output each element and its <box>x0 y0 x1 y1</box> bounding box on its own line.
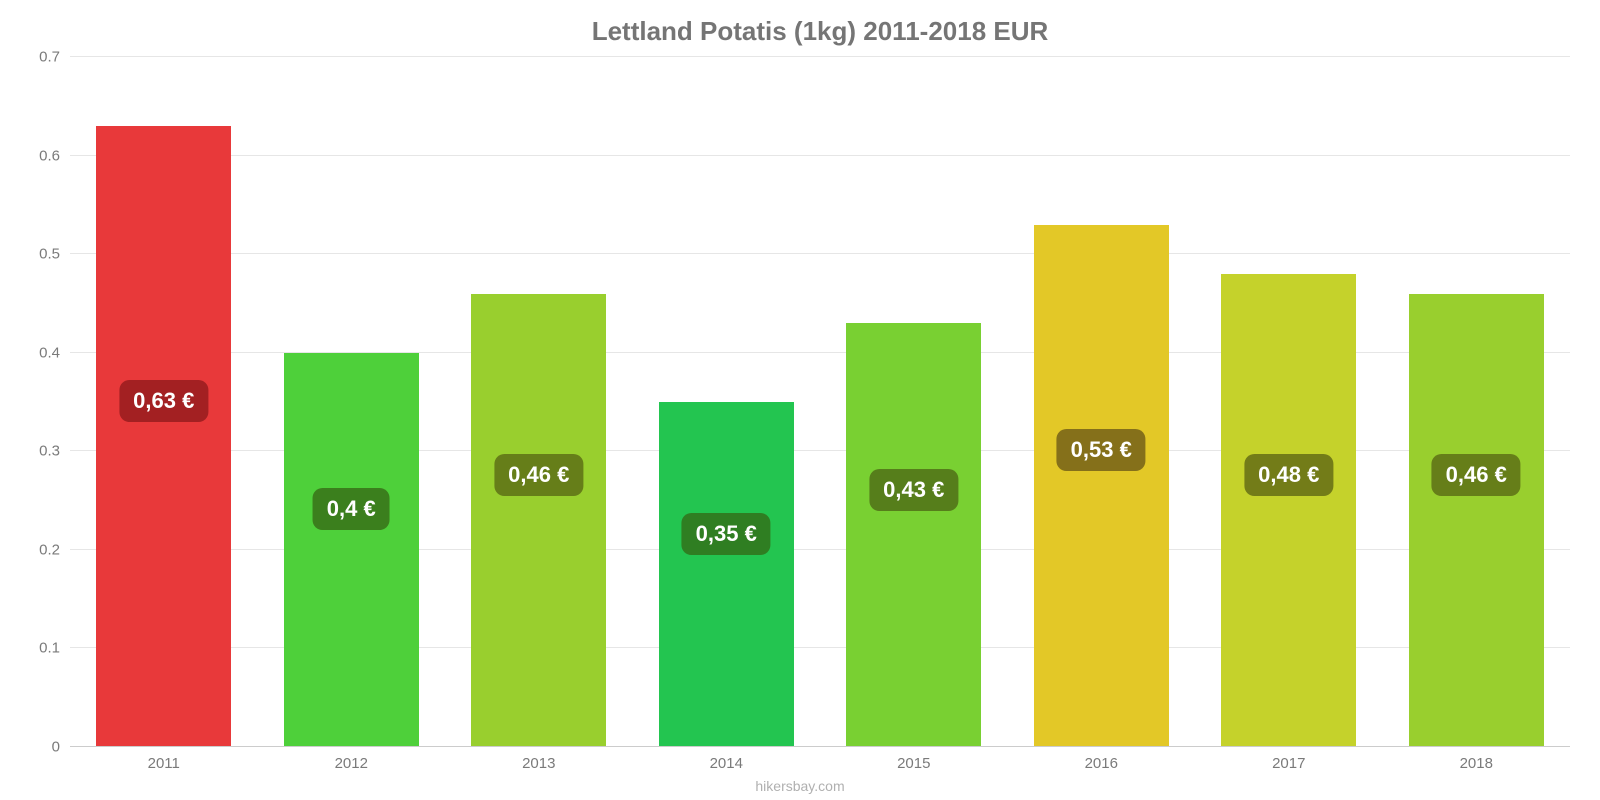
bar-slot: 0,35 €2014 <box>633 57 821 747</box>
bar: 0,4 € <box>284 353 419 747</box>
bar-slot: 0,46 €2018 <box>1383 57 1571 747</box>
bar-slot: 0,48 €2017 <box>1195 57 1383 747</box>
x-tick-label: 2017 <box>1272 755 1305 772</box>
value-badge: 0,46 € <box>494 454 583 496</box>
y-tick-label: 0.7 <box>20 49 60 66</box>
plot-area: 00.10.20.30.40.50.60.7 0,63 €20110,4 €20… <box>70 57 1570 747</box>
x-tick-label: 2018 <box>1460 755 1493 772</box>
value-badge: 0,53 € <box>1057 429 1146 471</box>
bar: 0,48 € <box>1221 274 1356 747</box>
y-tick-label: 0 <box>20 739 60 756</box>
bar: 0,53 € <box>1034 225 1169 747</box>
y-tick-label: 0.1 <box>20 640 60 657</box>
bars-container: 0,63 €20110,4 €20120,46 €20130,35 €20140… <box>70 57 1570 747</box>
bar: 0,35 € <box>659 402 794 747</box>
bar: 0,43 € <box>846 323 981 747</box>
y-tick-label: 0.4 <box>20 344 60 361</box>
value-badge: 0,63 € <box>119 380 208 422</box>
bar: 0,46 € <box>1409 294 1544 747</box>
y-tick-label: 0.2 <box>20 541 60 558</box>
chart-title: Lettland Potatis (1kg) 2011-2018 EUR <box>70 10 1570 57</box>
bar-slot: 0,4 €2012 <box>258 57 446 747</box>
x-tick-label: 2014 <box>710 755 743 772</box>
source-text: hikersbay.com <box>0 778 1600 794</box>
x-tick-label: 2013 <box>522 755 555 772</box>
y-tick-label: 0.5 <box>20 246 60 263</box>
value-badge: 0,4 € <box>313 488 390 530</box>
y-tick-label: 0.3 <box>20 443 60 460</box>
bar-slot: 0,53 €2016 <box>1008 57 1196 747</box>
bar-slot: 0,46 €2013 <box>445 57 633 747</box>
value-badge: 0,48 € <box>1244 454 1333 496</box>
bar-chart: Lettland Potatis (1kg) 2011-2018 EUR 0 0.… <box>0 0 1600 800</box>
x-axis <box>70 746 1570 747</box>
bar-slot: 0,43 €2015 <box>820 57 1008 747</box>
y-tick-label: 0.6 <box>20 147 60 164</box>
x-tick-label: 2011 <box>148 755 180 772</box>
x-tick-label: 2016 <box>1085 755 1118 772</box>
bar: 0,46 € <box>471 294 606 747</box>
x-tick-label: 2015 <box>897 755 930 772</box>
bar-slot: 0,63 €2011 <box>70 57 258 747</box>
value-badge: 0,35 € <box>682 513 771 555</box>
bar: 0,63 € <box>96 126 231 747</box>
x-tick-label: 2012 <box>335 755 368 772</box>
value-badge: 0,43 € <box>869 469 958 511</box>
value-badge: 0,46 € <box>1432 454 1521 496</box>
